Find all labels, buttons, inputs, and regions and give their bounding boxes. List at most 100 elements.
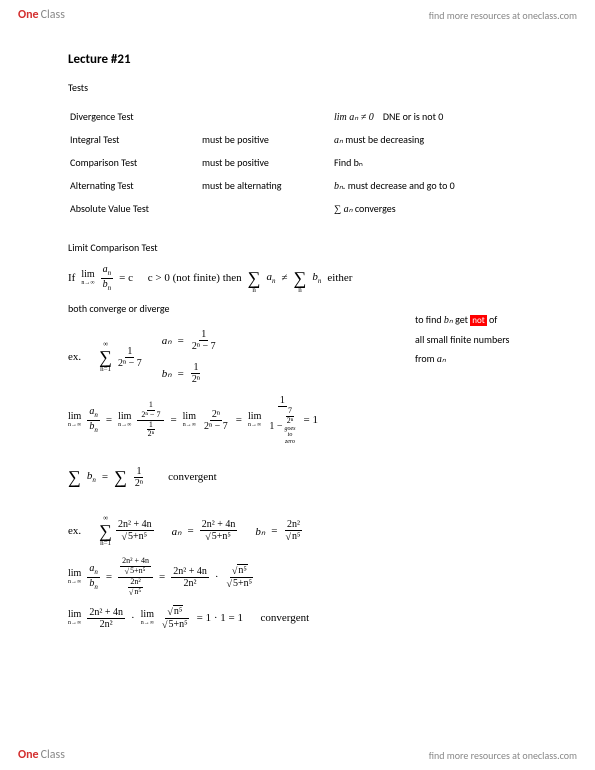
ex1-step3-den-frac: 72ⁿ — [285, 407, 296, 426]
tests-heading: Tests — [68, 81, 555, 94]
an-label: aₙ — [162, 334, 172, 347]
frac-an-bn: anbn — [101, 264, 114, 292]
test-rhs: aₙ must be decreasing — [334, 129, 553, 150]
an-label: aₙ — [172, 525, 182, 538]
page-content: Lecture #21 Tests Divergence Test lim aₙ… — [68, 52, 555, 730]
math-expr: lim aₙ ≠ 0 — [334, 112, 374, 123]
test-name: Divergence Test — [70, 106, 200, 127]
side-note: to find bₙ get not of all small finite n… — [415, 310, 555, 369]
lim-symbol: limn→∞ — [68, 412, 81, 428]
lim-symbol: limn→∞ — [183, 412, 196, 428]
math-expr: aₙ — [334, 135, 343, 146]
note-l1d: of — [487, 313, 498, 326]
test-name: Comparison Test — [70, 152, 200, 173]
ex2-step1: 2n² + 4n5+n⁵ 2n²n⁵ — [118, 557, 153, 597]
lim-symbol: limn→∞ — [68, 569, 81, 585]
ex2-l2a: 2n² + 4n2n² — [87, 607, 125, 630]
ex1-bn: 12ⁿ — [190, 362, 202, 385]
ex2-limit-line2: limn→∞ 2n² + 4n2n² · limn→∞ n⁵5+n⁵ = 1 ·… — [68, 606, 555, 631]
sigma-symbol: ∞∑n=1 — [99, 341, 112, 373]
note-l1a: to find — [415, 313, 444, 326]
ex1-result: ∑ bn = ∑ 12ⁿ convergent — [68, 461, 555, 493]
ex2-l2b: n⁵5+n⁵ — [160, 606, 191, 631]
ex1-limit-chain: limn→∞ anbn = limn→∞ 12ⁿ − 7 12ⁿ = limn→… — [68, 395, 555, 445]
test-note: converges — [353, 202, 396, 215]
ex1-result-frac: 12ⁿ — [133, 466, 145, 489]
ex1-an: 12ⁿ − 7 — [190, 329, 218, 352]
ex-label: ex. — [68, 525, 81, 537]
lim-symbol: limn→∞ — [118, 412, 131, 428]
neq: ≠ — [281, 272, 287, 284]
lecture-title: Lecture #21 — [68, 52, 555, 67]
ex2-step2a: 2n² + 4n2n² — [171, 566, 209, 589]
text-either: either — [327, 272, 352, 284]
sigma-symbol: ∑ — [68, 461, 81, 493]
table-row: Alternating Test must be alternating bₙ.… — [70, 175, 553, 196]
frac-an-bn: anbn — [87, 406, 100, 434]
brand-logo: OneClass — [18, 8, 65, 22]
lct-heading: Limit Comparison Test — [68, 241, 555, 254]
sigma-an: ∑n — [248, 262, 261, 294]
ex2-bn: 2n²n⁵ — [283, 519, 303, 543]
text-mid: c > 0 (not finite) then — [148, 272, 242, 284]
eq-11: = 1 · 1 = 1 — [197, 612, 243, 624]
ex1-step3: 1 1 −72ⁿgoestozero — [267, 395, 297, 445]
math-expr: bₙ. — [334, 181, 345, 192]
page-header: OneClass find more resources at oneclass… — [0, 8, 595, 22]
math-expr: ∑ aₙ — [334, 204, 353, 215]
bn-label: bₙ — [255, 525, 265, 538]
eq-c: = c — [119, 272, 133, 284]
ex2-step2b: n⁵5+n⁵ — [225, 565, 256, 590]
highlight-not: not — [470, 315, 487, 326]
ex1-step1: 12ⁿ − 7 12ⁿ — [137, 401, 164, 439]
ex2-row-1: ex. ∞∑n=1 2n² + 4n5+n⁵ aₙ=2n² + 4n5+n⁵ b… — [68, 515, 555, 547]
test-note: must decrease and go to 0 — [345, 179, 454, 192]
sigma-symbol: ∑ — [114, 461, 127, 493]
note-l3b: aₙ — [437, 354, 446, 365]
tests-table: Divergence Test lim aₙ ≠ 0 DNE or is not… — [68, 104, 555, 221]
eq-1: = 1 — [304, 414, 318, 426]
header-link[interactable]: find more resources at oneclass.com — [429, 9, 577, 22]
lim-symbol: limn→∞ — [141, 610, 154, 626]
test-cond — [202, 198, 332, 219]
frac-an-bn: anbn — [87, 563, 100, 591]
ex2-limit-chain: limn→∞ anbn = 2n² + 4n5+n⁵ 2n²n⁵ = 2n² +… — [68, 557, 555, 597]
test-rhs: bₙ. must decrease and go to 0 — [334, 175, 553, 196]
test-note: Find bₙ — [334, 156, 363, 169]
test-cond: must be positive — [202, 129, 332, 150]
test-name: Integral Test — [70, 129, 200, 150]
test-rhs: lim aₙ ≠ 0 DNE or is not 0 — [334, 106, 553, 127]
lim-symbol: limn→∞ — [68, 610, 81, 626]
table-row: Divergence Test lim aₙ ≠ 0 DNE or is not… — [70, 106, 553, 127]
test-rhs: Find bₙ — [334, 152, 553, 173]
test-cond: must be alternating — [202, 175, 332, 196]
bn-label: bₙ — [162, 367, 172, 380]
table-row: Comparison Test must be positive Find bₙ — [70, 152, 553, 173]
page-footer: OneClass find more resources at oneclass… — [0, 748, 595, 762]
test-cond: must be positive — [202, 152, 332, 173]
lim-symbol: limn→∞ — [248, 412, 261, 428]
test-rhs: ∑ aₙ converges — [334, 198, 553, 219]
table-row: Integral Test must be positive aₙ must b… — [70, 129, 553, 150]
convergent-label: convergent — [168, 471, 217, 483]
convergent-label: convergent — [260, 612, 309, 624]
brand-part-1: One — [18, 8, 39, 22]
test-note: must be decreasing — [343, 133, 424, 146]
goes-to-zero-note: goestozero — [285, 426, 296, 446]
note-l2: all small finite numbers — [415, 330, 555, 349]
brand-part-2: Class — [41, 8, 65, 22]
footer-link[interactable]: find more resources at oneclass.com — [429, 749, 577, 762]
lct-statement: If limn→∞ anbn = c c > 0 (not finite) th… — [68, 262, 555, 294]
text-if: If — [68, 272, 75, 284]
test-name: Alternating Test — [70, 175, 200, 196]
test-cond — [202, 106, 332, 127]
sigma-bn: ∑n — [294, 262, 307, 294]
ex2-term: 2n² + 4n5+n⁵ — [116, 519, 154, 543]
sigma-symbol: ∞∑n=1 — [99, 515, 112, 547]
note-l3a: from — [415, 352, 437, 365]
test-note: DNE or is not 0 — [383, 110, 443, 123]
ex1-step2: 2ⁿ2ⁿ − 7 — [202, 409, 230, 432]
ex1-term: 12ⁿ − 7 — [116, 346, 144, 369]
note-l1b: bₙ — [444, 315, 453, 326]
ex2-an: 2n² + 4n5+n⁵ — [200, 519, 238, 543]
